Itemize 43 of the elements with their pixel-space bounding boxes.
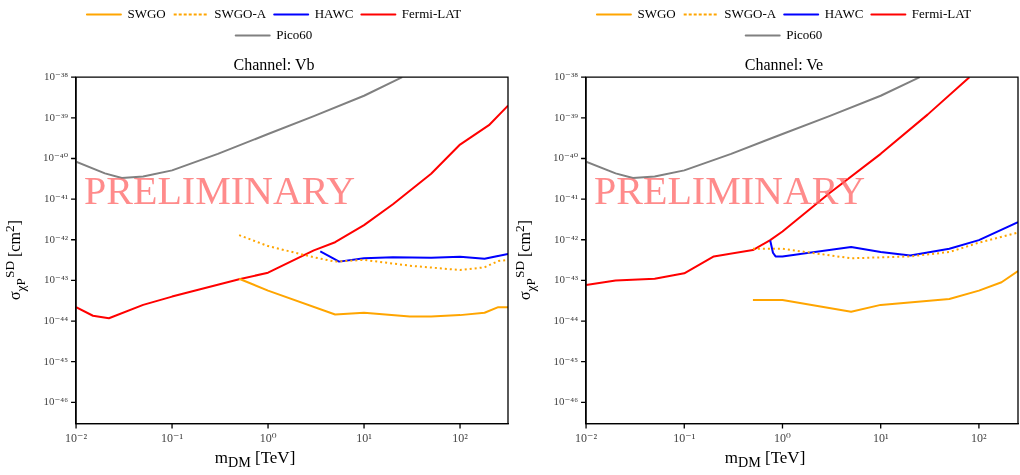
y-tick-label: 10⁻⁴¹ — [554, 192, 579, 205]
legend-label: HAWC — [824, 5, 864, 21]
legend-label: SWGO — [127, 5, 166, 21]
y-tick-label: 10⁻⁴⁰ — [42, 151, 69, 164]
y-tick-label: 10⁻⁴³ — [44, 273, 69, 286]
legend-label: Pico60 — [276, 26, 313, 42]
legend-label: Pico60 — [786, 26, 823, 42]
y-tick-label: 10⁻³⁸ — [554, 70, 579, 83]
x-tick-label: 10² — [971, 430, 988, 445]
y-tick-label: 10⁻⁴² — [44, 232, 69, 245]
x-tick-label: 10⁰ — [774, 430, 792, 445]
y-tick-label: 10⁻⁴¹ — [44, 192, 69, 205]
chart-title: Channel: Vb — [233, 55, 315, 73]
x-tick-label: 10² — [452, 430, 469, 445]
y-tick-label: 10⁻³⁹ — [44, 110, 69, 123]
legend-label: HAWC — [314, 5, 354, 21]
x-axis-title: m$_{DM}$ [TeV] — [723, 447, 807, 471]
y-tick-label: 10⁻⁴⁴ — [43, 313, 69, 326]
legend-label: Fermi-LAT — [911, 5, 972, 21]
x-tick-label: 10¹ — [872, 430, 889, 445]
y-tick-label: 10⁻⁴⁶ — [43, 395, 69, 408]
x-tick-label: 10¹ — [356, 430, 373, 445]
y-tick-label: 10⁻⁴⁴ — [553, 313, 579, 326]
legend-label: SWGO-A — [214, 5, 267, 21]
chart-title: Channel: Ve — [744, 55, 824, 73]
y-tick-label: 10⁻⁴⁵ — [553, 354, 579, 367]
y-tick-label: 10⁻⁴³ — [554, 273, 579, 286]
legend-label: Fermi-LAT — [401, 5, 462, 21]
y-tick-label: 10⁻⁴⁶ — [553, 395, 579, 408]
legend-label: SWGO — [637, 5, 676, 21]
y-tick-label: 10⁻⁴² — [554, 232, 579, 245]
legend-label: SWGO-A — [724, 5, 777, 21]
x-axis-title: m$_{DM}$ [TeV] — [213, 447, 297, 471]
x-tick-label: 10⁻¹ — [161, 430, 184, 445]
y-tick-label: 10⁻³⁸ — [44, 70, 69, 83]
x-tick-label: 10⁰ — [259, 430, 277, 445]
x-tick-label: 10⁻² — [575, 430, 598, 445]
x-tick-label: 10⁻² — [65, 430, 88, 445]
y-tick-label: 10⁻³⁹ — [554, 110, 579, 123]
x-tick-label: 10⁻¹ — [673, 430, 696, 445]
y-tick-label: 10⁻⁴⁵ — [43, 354, 69, 367]
annotation: PRELIMINARY — [84, 167, 356, 213]
y-tick-label: 10⁻⁴⁰ — [552, 151, 579, 164]
